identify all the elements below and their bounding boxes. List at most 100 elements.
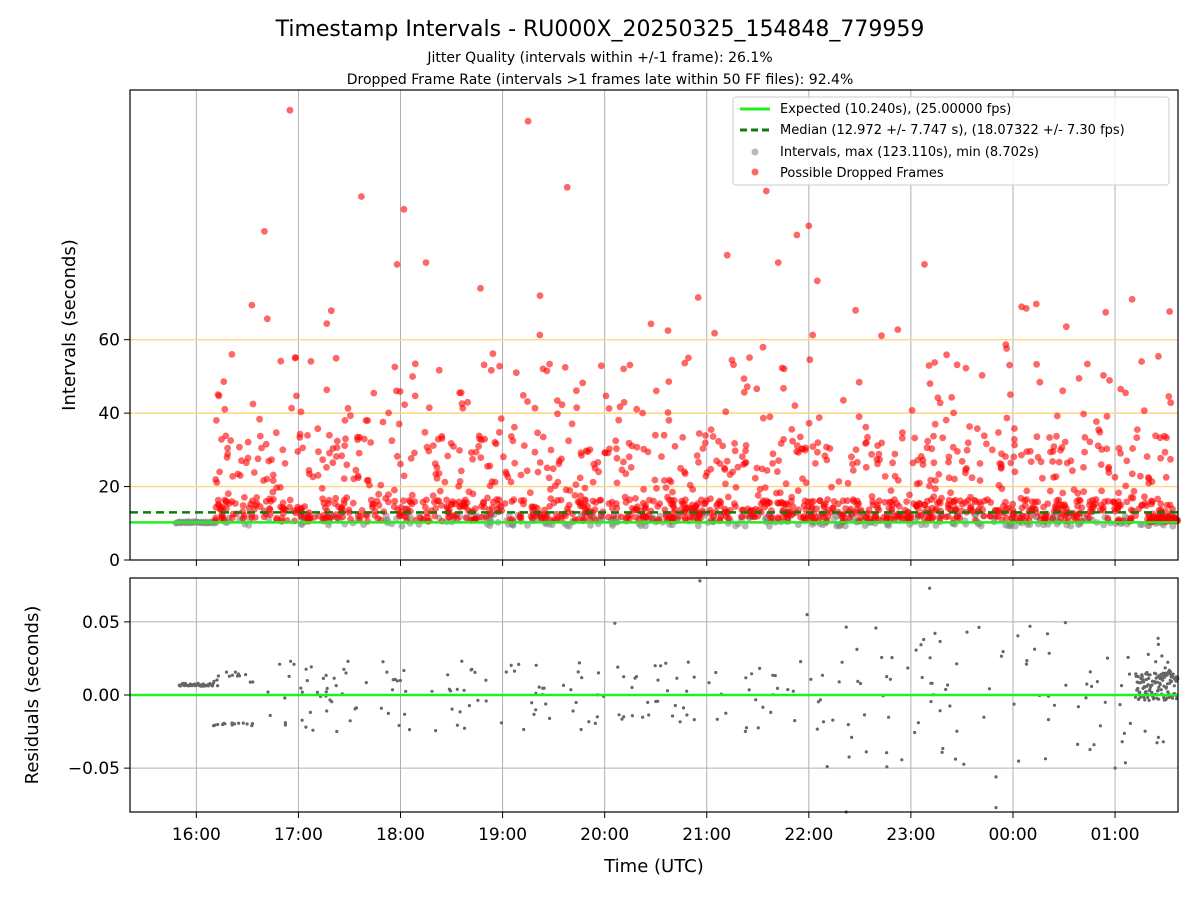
residual-point: [900, 758, 904, 762]
time-x-tick-label: 21:00: [682, 825, 731, 845]
dropped-frame-point: [830, 498, 838, 505]
dropped-frame-point: [875, 450, 883, 458]
dropped-frame-point: [923, 444, 931, 452]
dropped-frame-point: [681, 470, 689, 477]
dropped-frame-point: [759, 343, 767, 351]
dropped-frame-point: [932, 477, 939, 484]
residual-point: [484, 678, 488, 682]
residual-point: [537, 685, 541, 689]
dropped-frame-point: [753, 464, 761, 472]
dropped-frame-point: [273, 514, 281, 522]
dropped-frame-point: [373, 497, 381, 505]
dropped-frame-point: [652, 431, 659, 439]
dropped-frame-point: [788, 426, 796, 433]
residual-point: [1046, 718, 1051, 722]
dropped-frame-point: [526, 489, 534, 497]
dropped-frame-point: [651, 476, 659, 484]
dropped-frame-point: [561, 364, 569, 371]
dropped-frame-point: [1022, 305, 1030, 312]
residuals-y-tick-label: 0.05: [82, 613, 120, 633]
dropped-frame-point: [543, 367, 551, 375]
dropped-frame-point: [1033, 433, 1041, 441]
dropped-frame-point: [945, 458, 952, 466]
dropped-frame-point: [323, 464, 330, 471]
dropped-frame-point: [370, 389, 378, 397]
dropped-frame-point: [816, 497, 824, 505]
dropped-frame-point: [314, 471, 322, 479]
dropped-frame-point: [1023, 496, 1030, 503]
dropped-frame-point: [920, 515, 928, 522]
residual-point: [325, 709, 329, 713]
residual-outlier: [613, 621, 617, 625]
dropped-frame-point: [794, 487, 802, 495]
time-x-tick-label: 18:00: [376, 825, 425, 845]
dropped-frame-point: [1080, 464, 1087, 471]
time-x-tick-label: 19:00: [478, 825, 527, 845]
dropped-frame-point: [576, 474, 584, 482]
dropped-frame-point: [625, 439, 633, 447]
dropped-frame-point: [277, 357, 285, 365]
residual-point: [342, 667, 346, 671]
dropped-frame-point: [740, 375, 748, 382]
dropped-frame-point: [1103, 412, 1111, 420]
dropped-frame-point: [1075, 375, 1083, 382]
residual-point: [287, 674, 291, 679]
residual-point: [579, 727, 583, 732]
intervals-reference-lines: [130, 511, 1178, 524]
dropped-frame-point: [759, 414, 767, 422]
dropped-frame-point: [547, 485, 554, 493]
residual-point: [831, 718, 835, 722]
dropped-frame-point: [740, 388, 748, 396]
dropped-frame-point: [347, 412, 354, 420]
dropped-frame-point: [248, 514, 256, 521]
residual-point: [1090, 684, 1094, 689]
dropped-frame-point: [565, 437, 572, 445]
dropped-frame-point: [751, 474, 759, 482]
dropped-frame-point: [791, 402, 799, 409]
dropped-frame-point: [512, 369, 520, 377]
residual-point: [880, 655, 884, 660]
dropped-frame-point: [943, 351, 950, 359]
residual-point: [928, 656, 932, 660]
dropped-frame-point: [438, 502, 445, 509]
dropped-frame-point: [397, 460, 404, 468]
residual-point: [1105, 656, 1110, 660]
dropped-frame-point: [543, 464, 551, 472]
dropped-frame-point: [407, 455, 415, 462]
dropped-frame-point: [497, 415, 505, 422]
dropped-frame-point: [731, 447, 739, 455]
dropped-frame-point: [849, 467, 857, 474]
residual-point: [534, 708, 538, 712]
residual-point: [245, 722, 249, 726]
residual-point: [791, 689, 795, 693]
dropped-frame-point: [435, 366, 443, 374]
dropped-frame-point: [1137, 472, 1144, 480]
dropped-frame-point: [459, 404, 467, 412]
dropped-frame-point: [1165, 393, 1173, 400]
residual-point: [885, 765, 889, 769]
residual-point: [1162, 684, 1166, 688]
dropped-frame-point: [765, 498, 772, 506]
residual-point: [799, 660, 803, 664]
residual-point: [670, 714, 675, 718]
residual-point: [499, 721, 504, 725]
dropped-frame-point: [987, 499, 995, 506]
dropped-frame-point: [796, 433, 804, 441]
dropped-frame-point: [319, 456, 327, 464]
residual-point: [840, 660, 844, 664]
dropped-frame-point: [1102, 308, 1110, 316]
dropped-frame-point: [388, 437, 396, 445]
dropped-frame-point: [1166, 308, 1173, 315]
dropped-frame-point: [1101, 498, 1109, 506]
dropped-frame-point: [565, 501, 573, 509]
dropped-frame-point: [318, 485, 326, 492]
dropped-frame-point: [1059, 387, 1067, 395]
residual-point: [251, 680, 255, 684]
dropped-frame-point: [664, 327, 672, 334]
dropped-frame-point: [724, 493, 732, 501]
dropped-frame-point: [241, 494, 248, 501]
dropped-frame-point: [746, 354, 753, 361]
dropped-frame-point: [977, 501, 984, 508]
dropped-frame-point: [887, 487, 895, 494]
dropped-frame-point: [214, 496, 222, 504]
